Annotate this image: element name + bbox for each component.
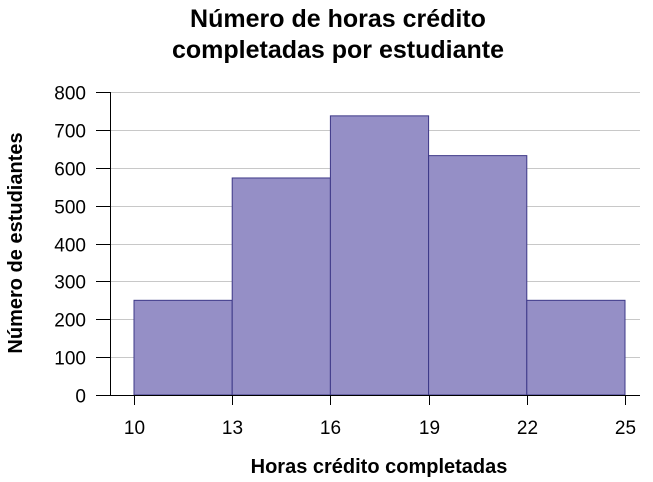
x-tick-label-25: 25: [615, 418, 636, 439]
y-tick-label-300: 300: [54, 273, 86, 294]
x-tick-label-22: 22: [517, 418, 538, 439]
chart-title: Número de horas crédito completadas por …: [172, 5, 504, 64]
y-tick-label-400: 400: [54, 236, 86, 257]
y-tick-label-0: 0: [75, 387, 86, 408]
bar-19-22: [428, 155, 528, 396]
y-axis-title: Número de estudiantes: [5, 132, 27, 353]
bar-13-16: [231, 177, 331, 396]
bar-22-25: [526, 299, 626, 396]
x-tick-label-10: 10: [124, 418, 145, 439]
axes: [110, 92, 640, 396]
y-tick-label-800: 800: [54, 84, 86, 105]
chart-title-line-2: completadas por estudiante: [172, 36, 504, 64]
x-axis-title: Horas crédito completadas: [251, 456, 508, 478]
chart-title-line-1: Número de horas crédito: [190, 5, 486, 33]
y-tick-label-200: 200: [54, 311, 86, 332]
y-tick-label-600: 600: [54, 160, 86, 181]
y-axis-ticks: 0 100 200 300 400 500 600 700 800: [54, 84, 110, 408]
y-tick-label-100: 100: [54, 349, 86, 370]
x-axis-ticks: 10 13 16 19 22 25: [124, 395, 636, 439]
y-tick-label-500: 500: [54, 198, 86, 219]
bars: [133, 115, 626, 396]
bar-10-13: [133, 299, 233, 396]
y-tick-label-700: 700: [54, 122, 86, 143]
x-tick-label-13: 13: [222, 418, 243, 439]
x-tick-label-19: 19: [419, 418, 440, 439]
bar-16-19: [329, 115, 430, 396]
x-tick-label-16: 16: [320, 418, 341, 439]
